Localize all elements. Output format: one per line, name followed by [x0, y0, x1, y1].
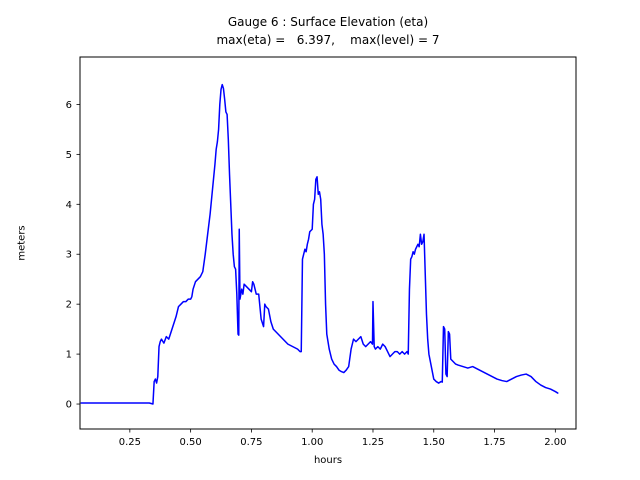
y-tick-label: 6 — [66, 100, 72, 111]
x-tick-label: 1.00 — [301, 437, 323, 448]
chart-subtitle: max(eta) = 6.397, max(level) = 7 — [216, 33, 440, 47]
y-tick-label: 4 — [66, 200, 72, 211]
axes-spines — [79, 56, 577, 430]
x-tick-label: 1.50 — [423, 437, 445, 448]
y-tick-label: 1 — [66, 350, 72, 361]
x-axis-label: hours — [313, 455, 343, 466]
x-tick-label: 1.25 — [362, 437, 384, 448]
data-line-eta — [80, 83, 559, 405]
x-tick-label: 0.25 — [119, 437, 141, 448]
x-tick-label: 0.50 — [179, 437, 201, 448]
y-tick-label: 2 — [66, 300, 72, 311]
x-tick-label: 0.75 — [240, 437, 262, 448]
chart-title: Gauge 6 : Surface Elevation (eta) — [227, 15, 429, 29]
x-tick-label: 2.00 — [544, 437, 566, 448]
y-tick-label: 0 — [66, 400, 72, 411]
y-tick-label: 5 — [66, 150, 72, 161]
x-tick-label: 1.75 — [483, 437, 505, 448]
y-tick-label: 3 — [66, 250, 72, 261]
